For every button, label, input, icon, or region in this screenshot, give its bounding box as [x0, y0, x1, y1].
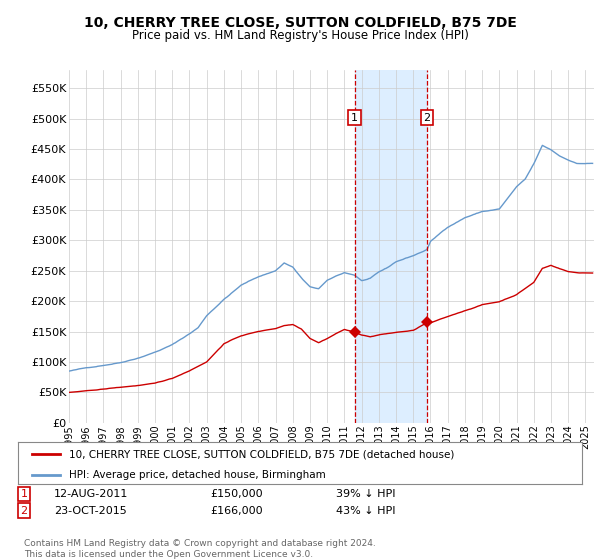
Text: Contains HM Land Registry data © Crown copyright and database right 2024.
This d: Contains HM Land Registry data © Crown c… — [24, 539, 376, 559]
Text: 2: 2 — [424, 113, 431, 123]
Text: £150,000: £150,000 — [210, 489, 263, 499]
Text: 23-OCT-2015: 23-OCT-2015 — [54, 506, 127, 516]
Text: 12-AUG-2011: 12-AUG-2011 — [54, 489, 128, 499]
Text: 10, CHERRY TREE CLOSE, SUTTON COLDFIELD, B75 7DE: 10, CHERRY TREE CLOSE, SUTTON COLDFIELD,… — [83, 16, 517, 30]
Text: 1: 1 — [351, 113, 358, 123]
Text: 10, CHERRY TREE CLOSE, SUTTON COLDFIELD, B75 7DE (detached house): 10, CHERRY TREE CLOSE, SUTTON COLDFIELD,… — [69, 449, 454, 459]
Text: 1: 1 — [20, 489, 28, 499]
Text: £166,000: £166,000 — [210, 506, 263, 516]
Text: HPI: Average price, detached house, Birmingham: HPI: Average price, detached house, Birm… — [69, 470, 326, 480]
Bar — [355, 70, 427, 423]
Text: 39% ↓ HPI: 39% ↓ HPI — [336, 489, 395, 499]
Text: 2: 2 — [20, 506, 28, 516]
Text: 43% ↓ HPI: 43% ↓ HPI — [336, 506, 395, 516]
Text: Price paid vs. HM Land Registry's House Price Index (HPI): Price paid vs. HM Land Registry's House … — [131, 29, 469, 42]
